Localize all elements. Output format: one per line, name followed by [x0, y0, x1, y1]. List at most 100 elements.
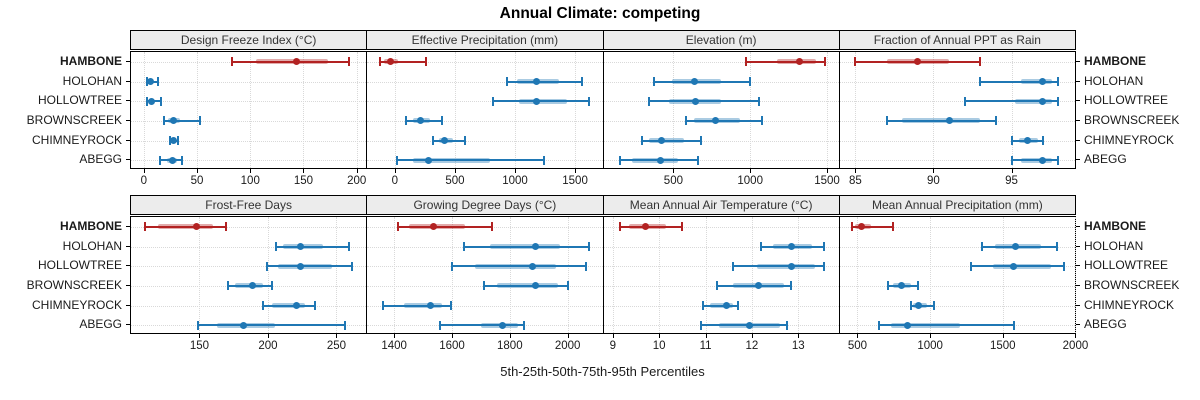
whisker-cap [933, 301, 936, 310]
x-axis-tick-label: 1000 [502, 175, 528, 187]
median-dot [170, 137, 178, 144]
median-dot [533, 78, 541, 85]
gridline-vertical [798, 217, 800, 333]
whisker-cap [522, 320, 525, 330]
whisker-cap [878, 320, 881, 330]
gridline-vertical [267, 217, 269, 333]
whisker-cap [313, 301, 316, 310]
y-axis-tick-right [1076, 100, 1080, 102]
percentile-line-5-95 [262, 304, 315, 307]
x-axis-tick-label: 0 [391, 175, 399, 187]
median-dot [532, 282, 540, 290]
whisker-cap [439, 320, 442, 330]
median-dot [1023, 137, 1031, 144]
x-axis-tick [751, 334, 753, 338]
y-axis-tick-right [1076, 159, 1080, 161]
median-dot [692, 97, 700, 105]
row-gridline [367, 120, 603, 122]
y-axis-tick-left [126, 119, 130, 121]
y-axis-tick-right [1076, 284, 1080, 286]
x-axis-tick-label: 250 [326, 340, 347, 352]
axis-caption: 5th-25th-50th-75th-95th Percentiles [500, 364, 705, 379]
median-dot [641, 223, 649, 231]
percentile-line-5-95 [1011, 159, 1059, 162]
x-axis-tick-label: 2000 [1062, 340, 1089, 352]
gridline-vertical [303, 52, 305, 168]
gridline-vertical [750, 52, 752, 168]
whisker-cap [588, 242, 591, 251]
panel-plot [838, 216, 1077, 334]
panel-strip: Effective Precipitation (mm) [366, 30, 604, 50]
y-axis-tick-left [126, 225, 130, 227]
gridline-vertical [855, 52, 857, 168]
site-label-right: HAMBONE [1084, 53, 1146, 68]
site-label-left: BROWNSCREEK [26, 277, 122, 292]
gridline-vertical [930, 217, 932, 333]
median-dot [787, 262, 795, 270]
whisker-cap [585, 261, 588, 271]
whisker-cap [681, 222, 684, 232]
x-axis-tick-label: 9 [609, 340, 616, 352]
row-gridline [131, 160, 367, 162]
row-gridline [839, 305, 1075, 307]
x-axis-tick [515, 169, 516, 173]
whisker-cap [790, 281, 793, 291]
median-dot [1039, 156, 1047, 164]
percentile-line-5-95 [700, 324, 787, 327]
row-gridline [839, 160, 1075, 162]
median-dot [193, 223, 201, 231]
y-axis-tick-right [1076, 304, 1080, 306]
percentile-line-5-95 [198, 324, 345, 327]
whisker-cap [543, 155, 546, 165]
x-axis-tick [567, 334, 569, 338]
median-dot [915, 302, 922, 309]
x-axis-tick-label: 12 [745, 340, 759, 352]
median-dot [293, 302, 301, 309]
percentile-line-5-95 [463, 245, 590, 248]
x-axis-tick [197, 169, 199, 173]
panel-strip-label: Elevation (m) [685, 33, 757, 47]
row-gridline [839, 81, 1075, 83]
y-axis-tick-right [1076, 265, 1080, 267]
x-axis-tick-label: 150 [293, 175, 314, 187]
whisker-cap [892, 222, 895, 232]
median-dot [529, 262, 537, 270]
median-dot [755, 282, 763, 290]
y-axis-tick-left [126, 60, 130, 62]
y-axis-tick-right [1076, 119, 1080, 121]
whisker-cap [685, 116, 688, 126]
row-gridline [131, 246, 367, 248]
row-gridline [131, 101, 367, 103]
y-axis-tick-right [1076, 60, 1080, 62]
whisker-cap [854, 57, 857, 67]
percentile-line-5-95 [276, 245, 349, 248]
whisker-cap [227, 281, 230, 291]
whisker-cap [431, 136, 434, 145]
percentile-line-5-95 [910, 304, 935, 307]
x-axis-tick-label: 100 [240, 175, 260, 187]
x-axis-tick [857, 334, 859, 338]
percentile-line-5-95 [483, 284, 568, 287]
whisker-cap [449, 301, 452, 310]
whisker-cap [981, 242, 984, 251]
whisker-cap [785, 320, 788, 330]
percentile-line-5-95 [380, 60, 426, 63]
panel-plot [838, 51, 1076, 169]
whisker-cap [450, 261, 453, 271]
whisker-cap [909, 301, 912, 310]
whisker-cap [159, 96, 162, 106]
x-axis-tick-label: 1500 [989, 340, 1016, 352]
y-axis-tick-left [126, 100, 130, 102]
whisker-cap [822, 242, 825, 251]
whisker-cap [379, 57, 382, 67]
x-axis-tick [451, 334, 453, 338]
gridline-vertical [1011, 52, 1013, 168]
percentile-line-5-95 [641, 139, 702, 142]
whisker-cap [156, 77, 159, 86]
whisker-cap [397, 222, 400, 232]
whisker-cap [1057, 96, 1060, 106]
x-axis-tick-label: 10 [652, 340, 666, 352]
y-axis-tick-left [126, 80, 130, 82]
panel-strip-label: Frost-Free Days [205, 198, 292, 212]
percentile-line-5-95 [852, 225, 894, 228]
